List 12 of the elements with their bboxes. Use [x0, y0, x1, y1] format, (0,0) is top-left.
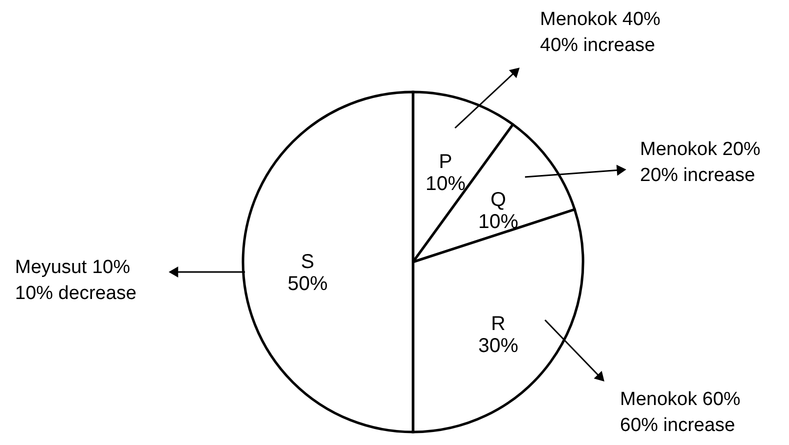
slice-label: Q [490, 189, 506, 212]
data-label: 10% [478, 211, 518, 234]
slice-label: P [438, 150, 452, 173]
text: Meyusut 10% 10% decrease [15, 257, 136, 304]
data-label: 10% [426, 172, 466, 195]
data-label: 50% [288, 273, 328, 295]
text: Menokok 60% 60% increase [620, 389, 741, 436]
data-label: 30% [478, 334, 518, 357]
slice-label: S [300, 251, 314, 273]
text: Menokok 20% 20% increase [640, 139, 761, 186]
text: Menokok 40% 40% increase [540, 9, 661, 56]
slice-label: R [491, 312, 506, 335]
